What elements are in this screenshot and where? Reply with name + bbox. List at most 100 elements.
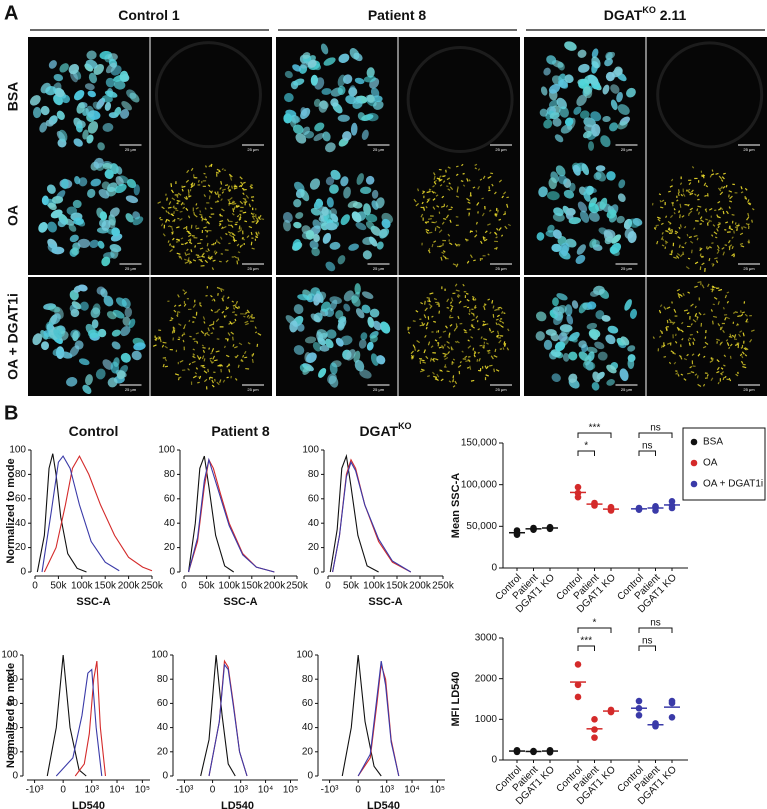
lipid-droplet (413, 198, 417, 203)
lipid-droplet (193, 177, 198, 179)
lipid-droplet (468, 212, 470, 215)
lipid-droplet (467, 355, 471, 358)
lipid-droplet (462, 283, 465, 287)
lipid-droplet (703, 313, 706, 316)
nucleus (348, 243, 359, 251)
lipid-droplet (449, 309, 453, 313)
lipid-droplet (420, 213, 424, 218)
lipid-droplet (234, 314, 238, 316)
lipid-droplet (167, 225, 171, 228)
lipid-droplet (239, 200, 244, 205)
lipid-droplet (432, 371, 435, 375)
lipid-droplet (503, 312, 506, 315)
lipid-droplet (152, 344, 157, 347)
lipid-droplet (731, 245, 734, 250)
x-tick-label: 0 (181, 581, 187, 592)
lipid-droplet (699, 216, 703, 220)
lipid-droplet (192, 348, 195, 351)
lipid-droplet (242, 230, 244, 235)
lipid-droplet (207, 368, 209, 373)
lipid-droplet (688, 342, 691, 346)
lipid-droplet (489, 231, 492, 235)
scale-bar-label: 25 μm (373, 147, 385, 152)
data-point (635, 705, 643, 712)
lipid-droplet (457, 364, 462, 368)
lipid-droplet (209, 357, 213, 360)
nucleus (587, 74, 599, 86)
nucleus (133, 184, 140, 196)
lipid-droplet (743, 340, 745, 344)
lipid-droplet (702, 345, 707, 349)
lipid-droplet (194, 245, 197, 248)
lipid-droplet (680, 344, 682, 348)
lipid-droplet (712, 303, 716, 306)
y-tick-label: 100,000 (461, 479, 498, 490)
lipid-droplet (216, 199, 220, 203)
nucleus (586, 322, 598, 330)
lipid-droplet (739, 232, 744, 236)
nucleus (91, 319, 99, 329)
lipid-droplet (158, 216, 162, 220)
lipid-droplet (195, 311, 198, 316)
nucleus (347, 200, 358, 208)
histogram-line (36, 453, 87, 573)
lipid-droplet (438, 229, 443, 233)
lipid-droplet (692, 337, 696, 342)
lipid-droplet (495, 246, 498, 251)
lipid-droplet (230, 375, 232, 379)
lipid-droplet (728, 206, 731, 209)
lipid-droplet (484, 365, 488, 370)
nucleus (553, 314, 563, 326)
significance-bracket (638, 645, 656, 651)
y-tick-label: 20 (302, 746, 314, 757)
lipid-droplet (696, 330, 699, 334)
nucleus (620, 336, 630, 346)
lipid-droplet (693, 227, 696, 230)
nucleus (554, 341, 566, 352)
lipid-droplet (736, 323, 739, 327)
histogram-line (332, 460, 412, 573)
lipid-droplet (192, 355, 195, 358)
lipid-droplet (498, 218, 502, 221)
lipid-droplet (187, 189, 190, 194)
lipid-droplet (183, 303, 187, 307)
nucleus (345, 95, 357, 105)
lipid-droplet (192, 375, 197, 379)
nucleus (363, 203, 371, 216)
nucleus (610, 242, 622, 254)
lipid-droplet (225, 232, 228, 236)
lipid-droplet (447, 233, 451, 237)
lipid-droplet (450, 307, 453, 311)
lipid-droplet (720, 372, 723, 376)
lipid-droplet (230, 224, 234, 228)
nucleus (601, 315, 611, 322)
lipid-droplet (490, 355, 494, 360)
lipid-droplet (250, 184, 253, 186)
lipid-droplet (223, 169, 227, 171)
nucleus (564, 41, 577, 51)
nucleus (313, 293, 321, 306)
nucleus (607, 325, 619, 334)
lipid-droplet (227, 224, 232, 227)
lipid-droplet (242, 192, 245, 195)
x-tick-label: 10³ (380, 785, 395, 796)
nucleus (73, 138, 83, 147)
lipid-droplet (228, 233, 233, 238)
lipid-droplet (736, 224, 740, 227)
lipid-droplet (454, 243, 458, 247)
lipid-droplet (431, 221, 435, 224)
lipid-droplet (438, 304, 440, 307)
nucleus (78, 358, 90, 366)
lipid-droplet (227, 332, 231, 336)
lipid-droplet (731, 253, 735, 257)
lipid-droplet (183, 291, 188, 295)
lipid-droplet (446, 177, 451, 181)
lipid-droplet (255, 217, 259, 222)
nucleus (313, 234, 320, 243)
lipid-droplet (473, 354, 476, 358)
nucleus (90, 178, 102, 187)
lipid-droplet (740, 360, 744, 364)
lipid-droplet (250, 196, 255, 198)
lipid-droplet (462, 184, 466, 187)
lipid-droplet (724, 317, 727, 321)
